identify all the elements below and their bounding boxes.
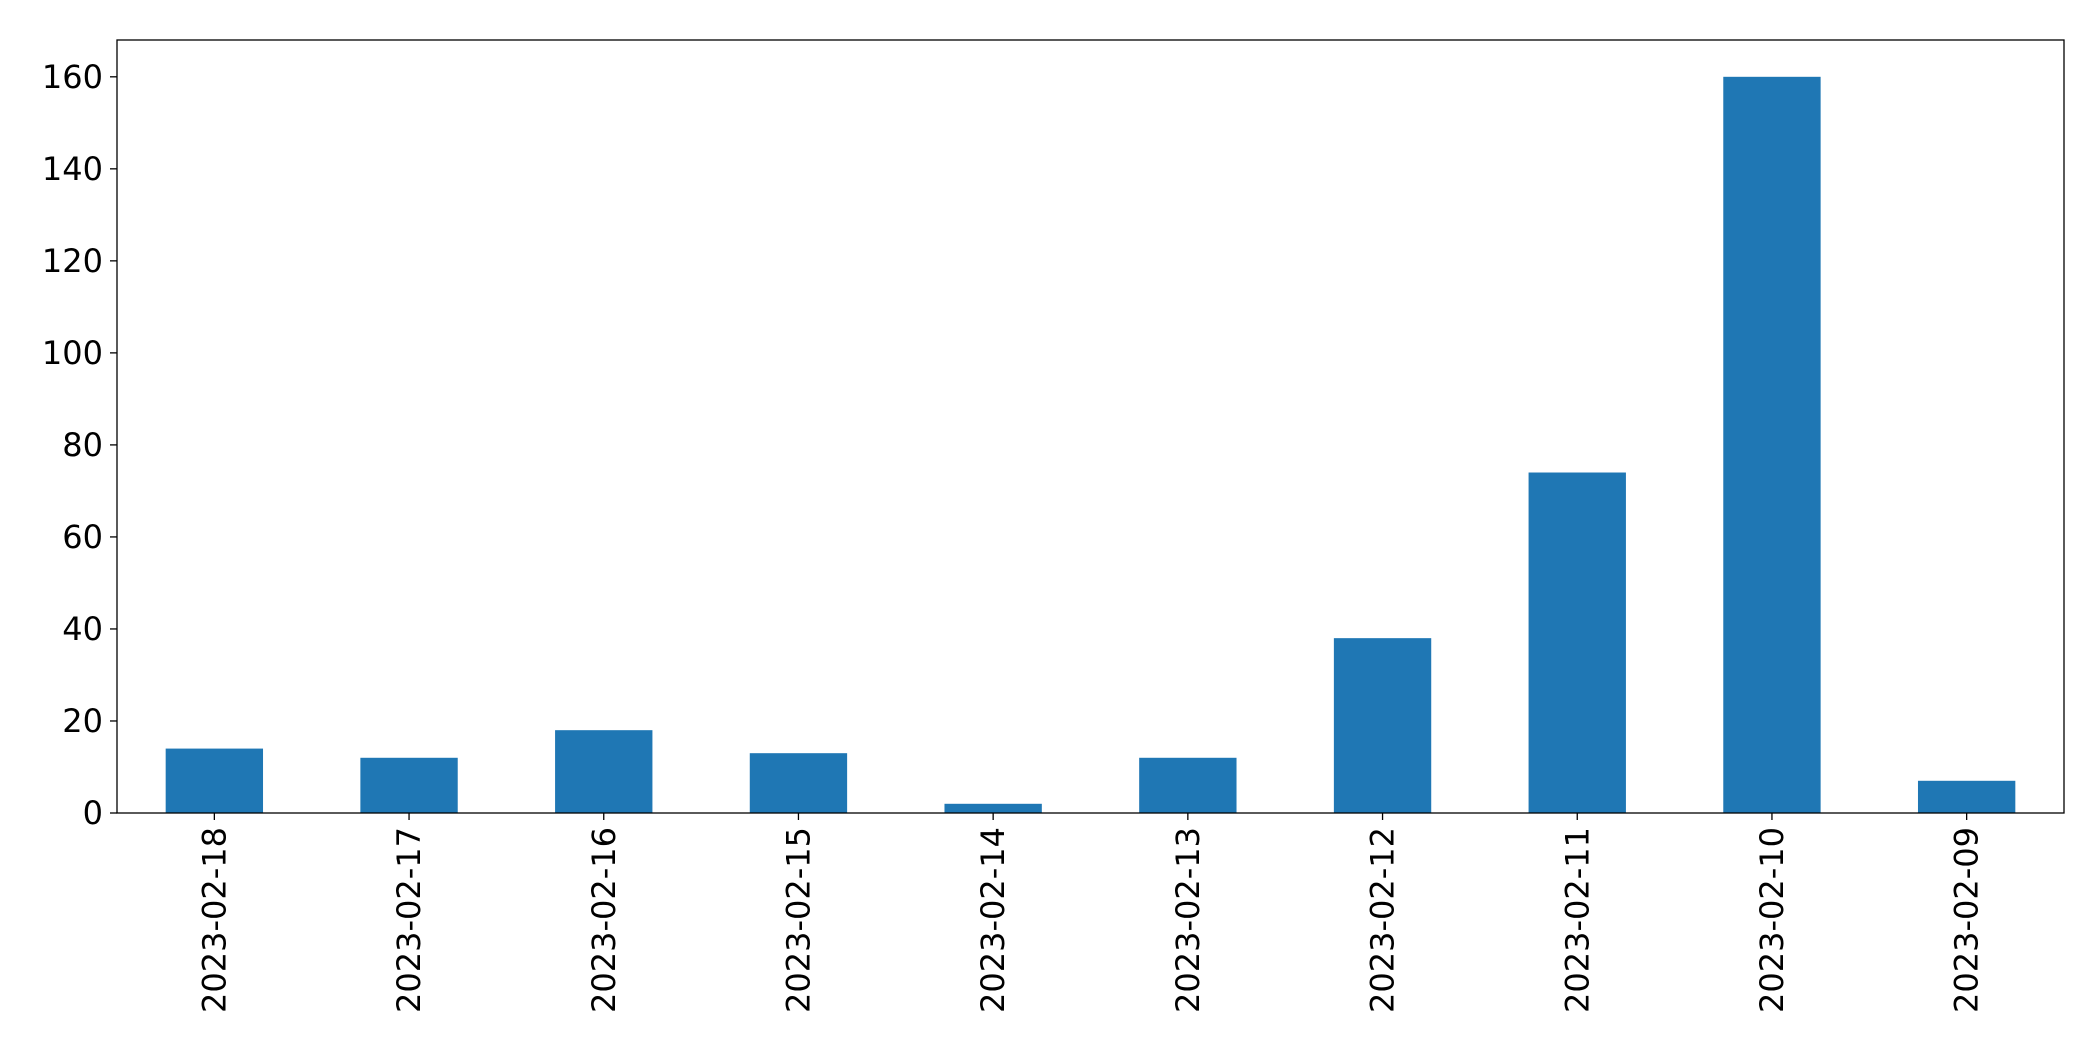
y-tick-label: 100: [42, 334, 103, 372]
bar: [1723, 76, 1821, 814]
bar: [165, 748, 264, 813]
x-tick-label: 2023-02-09: [1948, 827, 1986, 1013]
bar: [1917, 780, 2016, 813]
y-tick-label: 40: [62, 610, 103, 648]
y-tick-label: 60: [62, 518, 103, 556]
bar: [1139, 757, 1237, 813]
bar: [944, 803, 1042, 813]
x-tick-label: 2023-02-12: [1364, 827, 1402, 1013]
y-tick-label: 140: [42, 150, 103, 188]
x-tick-label: 2023-02-17: [390, 827, 428, 1013]
x-tick-label: 2023-02-14: [974, 827, 1012, 1013]
x-tick-label: 2023-02-11: [1558, 827, 1596, 1013]
x-tick-label: 2023-02-16: [585, 827, 623, 1013]
x-tick-label: 2023-02-10: [1753, 827, 1791, 1013]
x-tick-label: 2023-02-15: [779, 827, 817, 1013]
x-tick-label: 2023-02-13: [1169, 827, 1207, 1013]
y-tick-label: 80: [62, 426, 103, 464]
bar: [360, 757, 458, 813]
bar: [1528, 472, 1626, 813]
x-tick-label: 2023-02-18: [195, 827, 233, 1013]
y-tick-label: 0: [83, 794, 103, 832]
bar: [555, 730, 653, 813]
y-tick-label: 160: [42, 58, 103, 96]
axes-frame: [116, 39, 2065, 814]
y-tick-label: 20: [62, 702, 103, 740]
bar: [1333, 638, 1432, 813]
bar: [749, 753, 848, 813]
y-tick-label: 120: [42, 242, 103, 280]
